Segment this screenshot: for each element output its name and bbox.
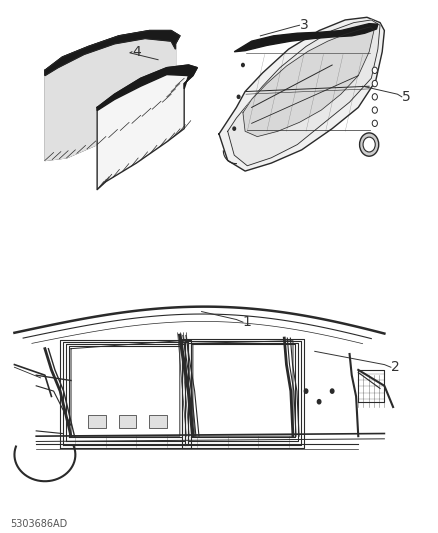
Circle shape	[372, 94, 378, 100]
Circle shape	[363, 137, 375, 152]
Circle shape	[372, 80, 378, 87]
Text: 1: 1	[243, 315, 252, 329]
Text: 4: 4	[132, 45, 141, 59]
Circle shape	[242, 63, 244, 67]
Text: 2: 2	[391, 360, 399, 374]
FancyBboxPatch shape	[119, 415, 136, 428]
Polygon shape	[228, 20, 380, 166]
Polygon shape	[243, 27, 374, 136]
Polygon shape	[234, 23, 378, 52]
Circle shape	[372, 67, 378, 74]
FancyBboxPatch shape	[88, 415, 106, 428]
Text: 3: 3	[300, 18, 308, 33]
Polygon shape	[219, 17, 385, 171]
Polygon shape	[45, 30, 180, 160]
Polygon shape	[45, 38, 176, 160]
Polygon shape	[97, 65, 197, 190]
Polygon shape	[45, 30, 180, 76]
Circle shape	[372, 120, 378, 126]
FancyBboxPatch shape	[149, 415, 167, 428]
Circle shape	[372, 107, 378, 114]
Circle shape	[237, 95, 240, 99]
Circle shape	[318, 400, 321, 404]
Circle shape	[360, 133, 379, 156]
Circle shape	[304, 389, 308, 393]
Text: 5: 5	[402, 90, 410, 104]
Text: 5303686AD: 5303686AD	[10, 519, 67, 529]
Circle shape	[233, 127, 236, 130]
Polygon shape	[97, 65, 197, 111]
Circle shape	[330, 389, 334, 393]
